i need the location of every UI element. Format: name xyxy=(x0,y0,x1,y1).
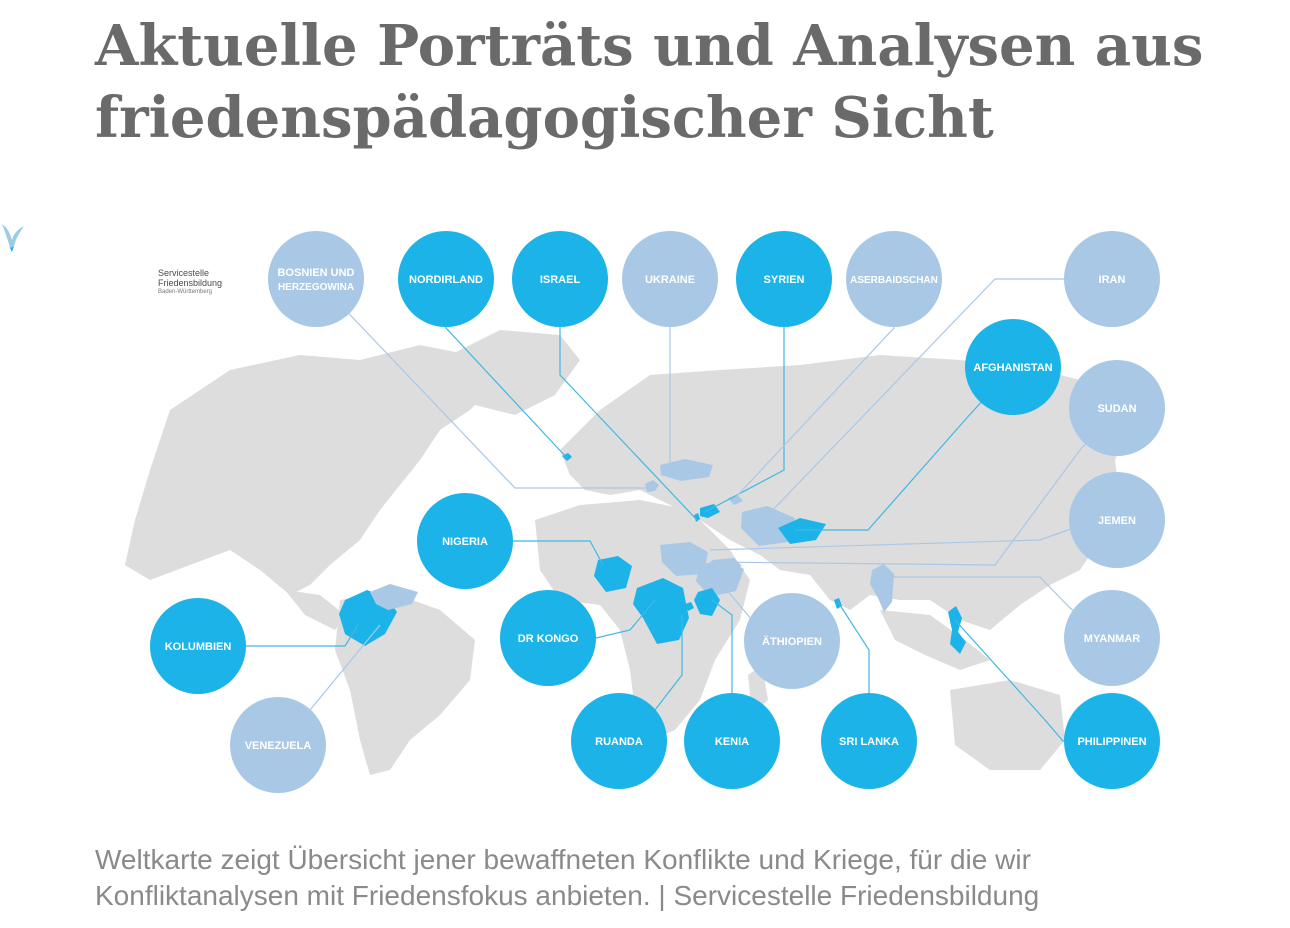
continent-eurasia xyxy=(560,355,1130,630)
country-label: SRI LANKA xyxy=(839,736,899,748)
country-bubble-circle[interactable] xyxy=(965,319,1061,415)
country-bubble-circle[interactable] xyxy=(1064,693,1160,789)
country-bubble-circle[interactable] xyxy=(821,693,917,789)
country-bubble-aethiopien[interactable]: ÄTHIOPIEN xyxy=(744,593,840,689)
country-bubble-venezuela[interactable]: VENEZUELA xyxy=(230,697,326,793)
page-title-line-2: friedenspädagogischer Sicht xyxy=(95,85,994,151)
country-bubble-circle[interactable] xyxy=(744,593,840,689)
country-bubble-myanmar[interactable]: MYANMAR xyxy=(1064,590,1160,686)
continent-greenland xyxy=(440,330,580,415)
country-bubble-circle[interactable] xyxy=(230,697,326,793)
caption-line-1: Weltkarte zeigt Übersicht jener bewaffne… xyxy=(95,844,1031,875)
country-bubble-drkongo[interactable]: DR KONGO xyxy=(500,590,596,686)
country-label: ISRAEL xyxy=(540,274,581,286)
country-label: BOSNIEN UND xyxy=(277,267,354,279)
country-bubble-israel[interactable]: ISRAEL xyxy=(512,231,608,327)
country-label: KENIA xyxy=(715,736,749,748)
country-bubble-sudan[interactable]: SUDAN xyxy=(1069,360,1165,456)
region-srilanka xyxy=(834,598,842,609)
country-bubble-kenia[interactable]: KENIA xyxy=(684,693,780,789)
region-israel xyxy=(694,513,700,522)
country-bubble-circle[interactable] xyxy=(500,590,596,686)
country-label: JEMEN xyxy=(1098,515,1136,527)
country-bubble-circle[interactable] xyxy=(150,598,246,694)
country-bubble-philippinen[interactable]: PHILIPPINEN xyxy=(1064,693,1160,789)
country-label: UKRAINE xyxy=(645,274,695,286)
country-label: ÄTHIOPIEN xyxy=(762,635,822,648)
logo-line-1: Servicestelle xyxy=(158,268,210,278)
country-bubble-circle[interactable] xyxy=(684,693,780,789)
region-iran xyxy=(741,506,795,546)
country-bubble-circle[interactable] xyxy=(1064,590,1160,686)
country-bubble-nordirland[interactable]: NORDIRLAND xyxy=(398,231,494,327)
region-sudan xyxy=(660,542,708,576)
country-bubble-bosnien[interactable]: BOSNIEN UND HERZEGOWINA xyxy=(268,231,364,327)
page-title: Aktuelle Porträts und Analysen aus fried… xyxy=(95,10,1215,154)
country-label-line-2: HERZEGOWINA xyxy=(278,282,354,293)
country-label: NIGERIA xyxy=(442,536,488,548)
country-bubble-srilanka[interactable]: SRI LANKA xyxy=(821,693,917,789)
region-nigeria xyxy=(594,556,632,592)
country-bubble-ukraine[interactable]: UKRAINE xyxy=(622,231,718,327)
country-bubble-syrien[interactable]: SYRIEN xyxy=(736,231,832,327)
country-label: SUDAN xyxy=(1097,403,1136,415)
country-bubbles: BOSNIEN UND HERZEGOWINA NORDIRLAND ISRAEL UK… xyxy=(150,231,1165,793)
country-bubble-circle[interactable] xyxy=(398,231,494,327)
continent-maritime-asia xyxy=(880,610,990,670)
caption-line-2: Konfliktanalysen mit Friedensfokus anbie… xyxy=(95,880,1040,911)
country-bubble-circle[interactable] xyxy=(622,231,718,327)
country-bubble-circle[interactable] xyxy=(1069,472,1165,568)
country-bubble-circle[interactable] xyxy=(1069,360,1165,456)
map-caption: Weltkarte zeigt Übersicht jener bewaffne… xyxy=(95,842,1215,914)
region-aethiopien xyxy=(696,559,744,597)
country-label: AFGHANISTAN xyxy=(973,362,1052,374)
region-ukraine xyxy=(660,459,713,481)
region-kenia xyxy=(694,588,720,616)
country-label: DR KONGO xyxy=(518,633,579,645)
country-bubble-iran[interactable]: IRAN xyxy=(1064,231,1160,327)
region-ruanda xyxy=(685,602,694,611)
country-bubble-aserbaidschan[interactable]: ASERBAIDSCHAN xyxy=(846,231,942,327)
map-canvas: BOSNIEN UND HERZEGOWINA NORDIRLAND ISRAEL UK… xyxy=(125,231,1165,793)
region-afghanistan xyxy=(778,518,826,544)
country-label: RUANDA xyxy=(595,736,643,748)
country-bubble-nigeria[interactable]: NIGERIA xyxy=(417,493,513,589)
country-label: KOLUMBIEN xyxy=(165,641,232,653)
continent-central-america xyxy=(285,590,345,630)
country-label: PHILIPPINEN xyxy=(1077,736,1146,748)
dove-icon xyxy=(2,224,24,252)
region-venezuela xyxy=(370,584,418,610)
region-syrien xyxy=(700,504,720,518)
country-bubble-circle[interactable] xyxy=(268,231,364,327)
continent-australia xyxy=(950,680,1065,770)
country-bubble-ruanda[interactable]: RUANDA xyxy=(571,693,667,789)
country-bubble-afghanistan[interactable]: AFGHANISTAN xyxy=(965,319,1061,415)
region-myanmar xyxy=(870,564,894,612)
country-bubble-circle[interactable] xyxy=(846,231,942,327)
country-label: MYANMAR xyxy=(1084,633,1140,645)
country-label: NORDIRLAND xyxy=(409,274,483,286)
conflict-regions xyxy=(339,453,966,654)
continent-north-america xyxy=(125,345,500,595)
region-philippinen xyxy=(948,606,966,654)
page-title-line-1: Aktuelle Porträts und Analysen aus xyxy=(95,13,1204,79)
logo-line-3: Baden-Württemberg xyxy=(158,289,213,295)
country-label: ASERBAIDSCHAN xyxy=(850,275,938,286)
logo-line-2: Friedensbildung xyxy=(158,278,223,288)
country-bubble-circle[interactable] xyxy=(1064,231,1160,327)
country-bubble-circle[interactable] xyxy=(571,693,667,789)
conflict-world-map: BOSNIEN UND HERZEGOWINA NORDIRLAND ISRAEL UK… xyxy=(0,220,1290,810)
country-bubble-circle[interactable] xyxy=(736,231,832,327)
country-bubble-circle[interactable] xyxy=(512,231,608,327)
region-bosnien xyxy=(645,480,659,492)
country-bubble-jemen[interactable]: JEMEN xyxy=(1069,472,1165,568)
region-drkongo xyxy=(633,578,689,644)
country-bubble-circle[interactable] xyxy=(417,493,513,589)
organisation-logo-text: Servicestelle Friedensbildung Baden-Würt… xyxy=(158,268,222,296)
country-label: IRAN xyxy=(1099,274,1126,286)
country-label: SYRIEN xyxy=(764,274,805,286)
country-bubble-kolumbien[interactable]: KOLUMBIEN xyxy=(150,598,246,694)
country-label: VENEZUELA xyxy=(245,740,312,752)
